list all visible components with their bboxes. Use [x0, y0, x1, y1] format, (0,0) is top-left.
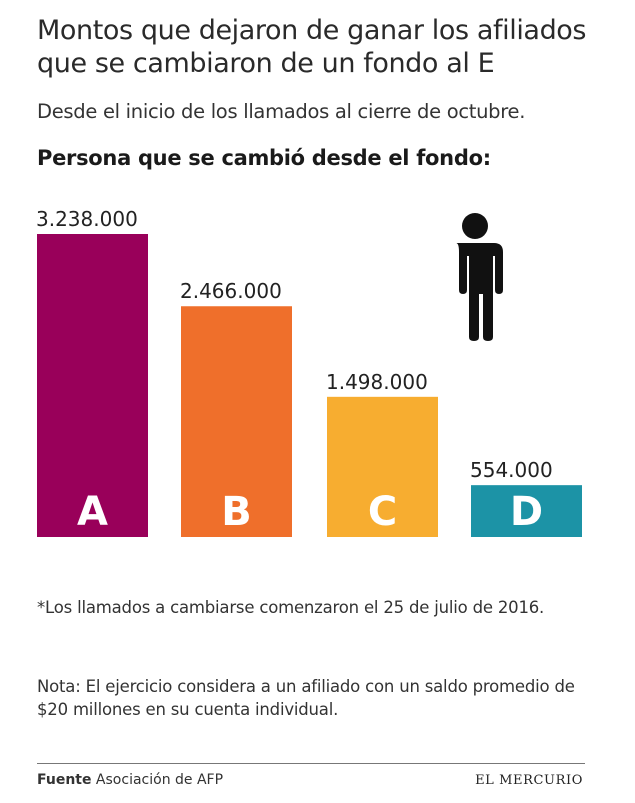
bar-chart: 3.238.000 A 2.466.000 B 1.498.000 C 554.000 D: [36, 207, 582, 537]
category-label: A: [77, 489, 108, 535]
chart-title: Montos que dejaron de ganar los afiliado…: [37, 15, 587, 79]
note: Nota: El ejercicio considera a un afilia…: [37, 677, 575, 719]
section-title: Persona que se cambió desde el fondo:: [37, 146, 491, 170]
source: Fuente Asociación de AFP: [37, 772, 223, 788]
person-icon: [456, 213, 503, 341]
source-text: Asociación de AFP: [91, 772, 224, 788]
bar-a: [37, 234, 148, 537]
category-label: D: [510, 489, 543, 535]
source-label: Fuente: [37, 772, 92, 788]
brand-logo: EL MERCURIO: [475, 773, 583, 788]
value-label: 1.498.000: [326, 370, 428, 394]
bar-d: [471, 485, 582, 537]
value-label: 2.466.000: [180, 279, 282, 303]
category-label: B: [221, 489, 252, 535]
category-label: C: [368, 489, 397, 535]
footer-divider: [37, 763, 585, 764]
value-label: 554.000: [470, 458, 553, 482]
footnote: *Los llamados a cambiarse comenzaron el …: [37, 598, 545, 617]
bar-c: [327, 396, 438, 537]
bar-b: [181, 306, 292, 537]
chart-subtitle: Desde el inicio de los llamados al cierr…: [37, 100, 526, 123]
value-label: 3.238.000: [36, 207, 138, 231]
